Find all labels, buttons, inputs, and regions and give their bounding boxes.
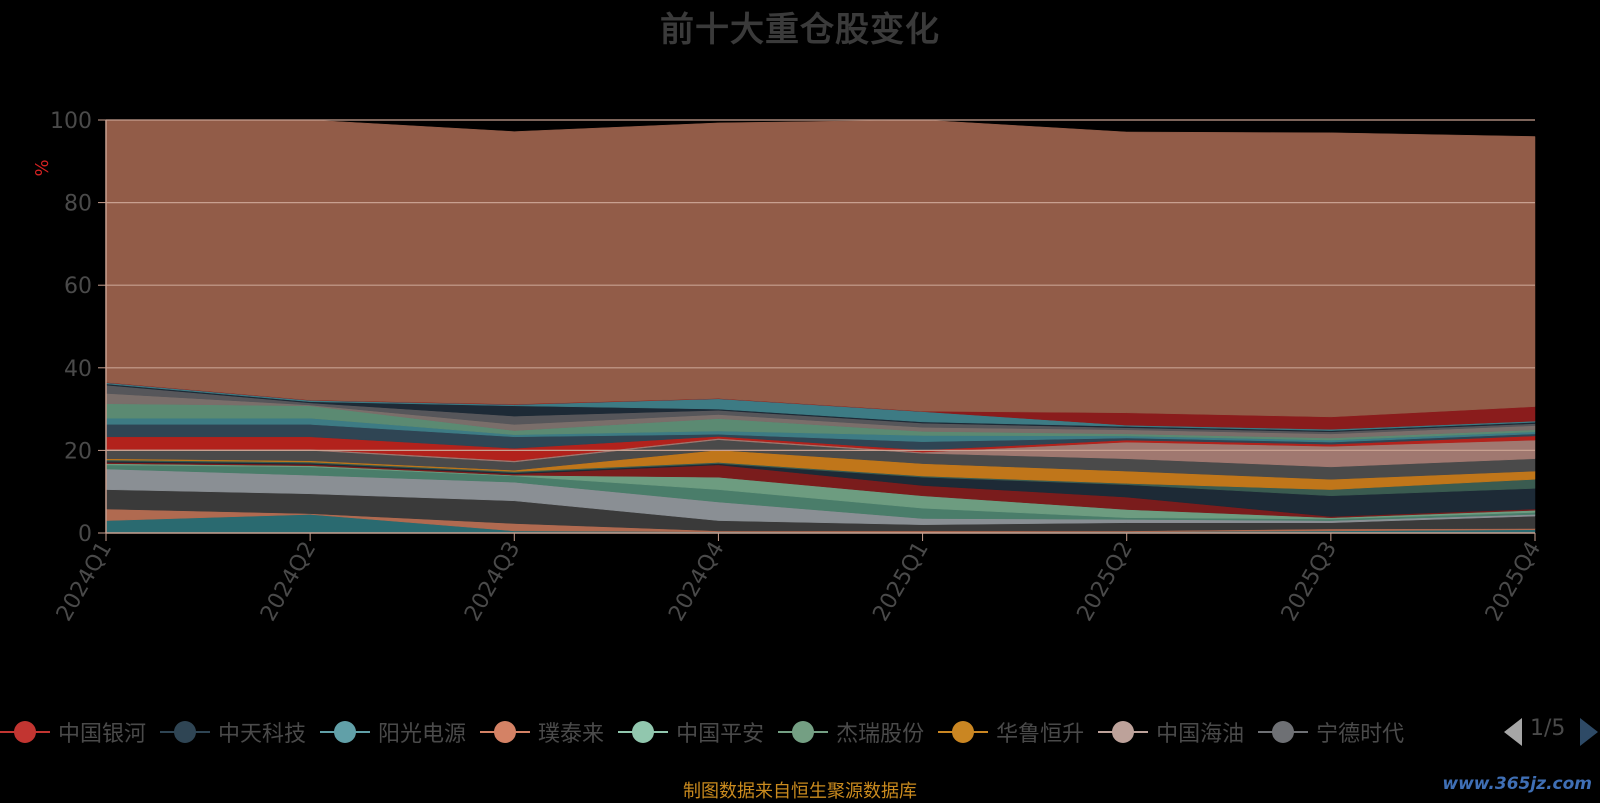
x-tick-label: 2025Q1	[868, 538, 933, 626]
legend-pager: 1/5	[1500, 712, 1600, 752]
legend-item[interactable]: 宁德时代	[1258, 712, 1404, 752]
legend-item[interactable]: 杰瑞股份	[778, 712, 924, 752]
legend-label: 中国平安	[676, 722, 765, 747]
x-tick-label: 2025Q3	[1277, 538, 1342, 626]
legend-label: 中国海油	[1156, 722, 1245, 747]
legend-marker-icon	[480, 712, 531, 752]
legend-item[interactable]: 中国平安	[618, 712, 764, 752]
y-tick-label: 60	[64, 274, 92, 299]
source-note: 制图数据来自恒生聚源数据库	[683, 781, 917, 802]
y-tick-label: 100	[50, 109, 92, 134]
y-tick-label: 20	[64, 439, 92, 464]
watermark: www.365jz.com	[1442, 774, 1592, 794]
legend-label: 璞泰来	[538, 722, 605, 747]
y-tick-label: 40	[64, 357, 92, 382]
legend-label: 华鲁恒升	[996, 722, 1085, 747]
legend-marker-icon	[938, 712, 989, 752]
legend-item[interactable]: 中国海油	[1098, 712, 1244, 752]
legend-marker-icon	[320, 712, 371, 752]
y-tick-label: 80	[64, 192, 92, 217]
area-layers	[105, 119, 1536, 534]
legend-label: 杰瑞股份	[836, 722, 925, 747]
legend-label: 中国银河	[58, 722, 147, 747]
legend: 中国银河 中天科技 阳光电源 璞泰来 中国平安 杰瑞股份 华鲁恒升 中国海油 宁德时代	[0, 712, 1500, 752]
legend-next-arrow-icon[interactable]	[1580, 718, 1598, 746]
legend-marker-icon	[1098, 712, 1149, 752]
y-axis-label: %	[32, 159, 53, 176]
legend-label: 阳光电源	[378, 722, 467, 747]
x-tick-label: 2025Q2	[1073, 538, 1138, 626]
legend-marker-icon	[778, 712, 829, 752]
legend-item[interactable]: 华鲁恒升	[938, 712, 1084, 752]
legend-item[interactable]: 中国银河	[0, 712, 146, 752]
legend-page-indicator: 1/5	[1530, 716, 1566, 741]
x-tick-label: 2025Q4	[1481, 538, 1546, 626]
chart-title: 前十大重仓股变化	[660, 10, 940, 50]
area-series-21	[105, 119, 1536, 418]
legend-prev-arrow-icon[interactable]	[1504, 718, 1522, 746]
legend-marker-icon	[0, 712, 50, 752]
x-tick-label: 2024Q3	[460, 538, 525, 626]
legend-label: 宁德时代	[1316, 722, 1405, 747]
x-tick-label: 2024Q1	[52, 538, 117, 626]
area-chart: 0 20 40 60 80 100 2024Q1 2024Q2 2024Q3 2024Q4 2025…	[32, 109, 1546, 626]
x-tick-label: 2024Q2	[256, 538, 321, 626]
legend-marker-icon	[1258, 712, 1309, 752]
legend-item[interactable]: 阳光电源	[320, 712, 466, 752]
legend-item[interactable]: 璞泰来	[480, 712, 604, 752]
y-tick-label: 0	[78, 522, 92, 547]
legend-label: 中天科技	[218, 722, 307, 747]
legend-marker-icon	[160, 712, 211, 752]
legend-item[interactable]: 中天科技	[160, 712, 306, 752]
grid-lines	[106, 119, 1535, 451]
legend-marker-icon	[618, 712, 669, 752]
x-tick-label: 2024Q4	[664, 538, 729, 626]
